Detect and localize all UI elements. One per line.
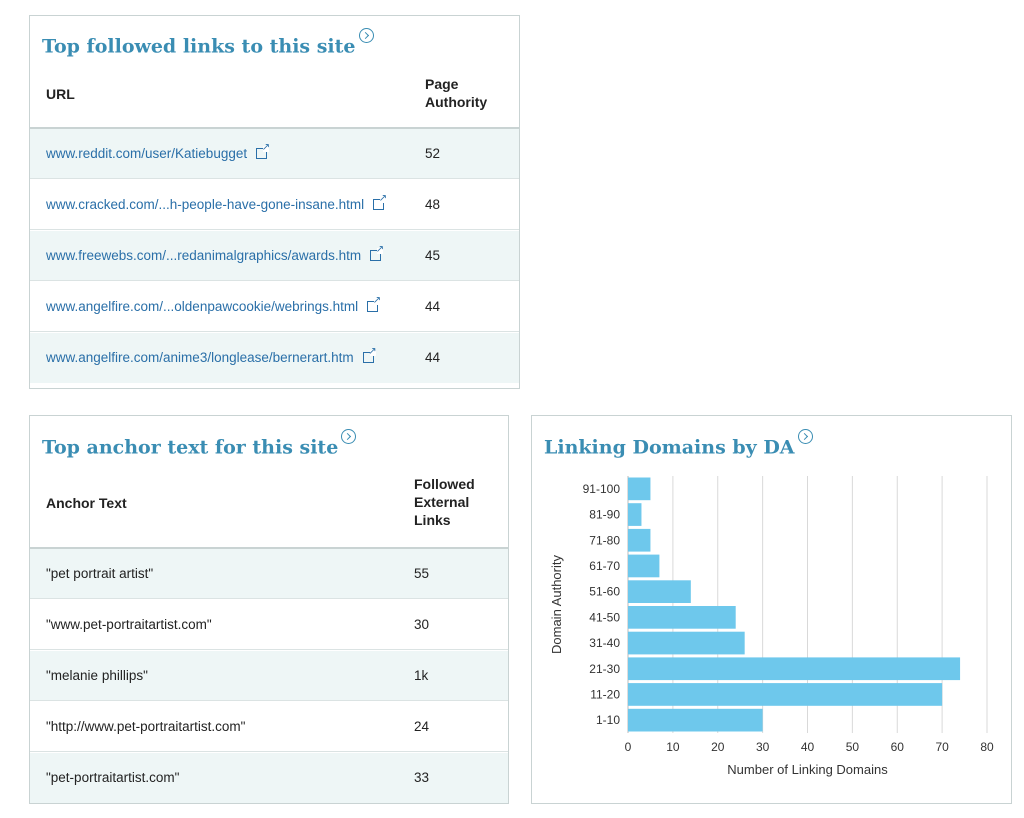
panel-title-text: Top followed links to this site <box>42 35 356 58</box>
table-row: "pet portrait artist" 55 <box>30 549 508 599</box>
top-followed-links-panel: Top followed links to this site URL Page… <box>29 15 520 389</box>
column-header-anchor-text: Anchor Text <box>46 495 127 511</box>
table-row: www.angelfire.com/...oldenpawcookie/webr… <box>30 282 519 332</box>
table-row: www.freewebs.com/...redanimalgraphics/aw… <box>30 231 519 281</box>
external-link-icon[interactable] <box>367 296 381 312</box>
bar <box>628 657 961 681</box>
followed-links-value: 1k <box>414 668 429 683</box>
y-tick-label: 61-70 <box>589 559 620 573</box>
chevron-circle-icon[interactable] <box>797 429 813 444</box>
page-authority-value: 48 <box>425 197 441 212</box>
table-row: "melanie phillips" 1k <box>30 651 508 701</box>
url-link[interactable]: www.angelfire.com/...oldenpawcookie/webr… <box>46 296 381 314</box>
column-header-line: External <box>414 494 470 510</box>
linking-domains-title: Linking Domains by DA <box>544 429 813 459</box>
y-tick-label: 91-100 <box>583 482 621 496</box>
bar <box>628 503 642 526</box>
page-authority-value: 44 <box>425 299 441 314</box>
column-header-line: Links <box>414 512 451 528</box>
bar <box>628 477 651 501</box>
column-header-line: Followed <box>414 476 475 492</box>
followed-links-value: 24 <box>414 719 430 734</box>
column-header-page-authority: Page Authority <box>425 75 487 111</box>
bar <box>628 631 745 655</box>
anchor-text-value: "www.pet-portraitartist.com" <box>46 617 212 632</box>
bar <box>628 528 651 552</box>
table-row: "www.pet-portraitartist.com" 30 <box>30 600 508 650</box>
anchor-text-value: "melanie phillips" <box>46 668 148 683</box>
column-header-line: Authority <box>425 94 488 110</box>
y-tick-label: 31-40 <box>589 636 620 650</box>
y-tick-label: 51-60 <box>589 585 620 599</box>
header-divider <box>30 127 519 129</box>
bar <box>628 580 691 603</box>
y-tick-label: 71-80 <box>589 533 620 547</box>
column-header-followed-external-links: Followed External Links <box>414 475 475 529</box>
followed-links-value: 30 <box>414 617 430 632</box>
x-tick-label: 0 <box>625 740 632 754</box>
anchor-text-value: "pet portrait artist" <box>46 566 154 581</box>
top-anchor-text-title: Top anchor text for this site <box>42 429 357 459</box>
bar <box>628 554 660 578</box>
top-anchor-text-panel: Top anchor text for this site Anchor Tex… <box>29 415 509 804</box>
table-row: "pet-portraitartist.com" 33 <box>30 753 508 803</box>
followed-links-value: 55 <box>414 566 430 581</box>
y-tick-label: 11-20 <box>590 687 620 701</box>
panel-title-text: Linking Domains by DA <box>544 436 795 459</box>
chevron-circle-icon[interactable] <box>341 429 357 444</box>
header-divider <box>30 547 508 549</box>
x-tick-label: 60 <box>891 740 905 754</box>
top-followed-links-title: Top followed links to this site <box>42 28 374 58</box>
chevron-circle-icon[interactable] <box>358 28 374 43</box>
linking-domains-panel: Linking Domains by DA 91-100 81-90 71-80 61… <box>531 415 1012 804</box>
y-axis-title: Domain Authority <box>549 555 564 654</box>
table-row: www.reddit.com/user/Katiebugget 52 <box>30 129 519 179</box>
x-tick-label: 10 <box>666 740 680 754</box>
table-row: www.angelfire.com/anime3/longlease/berne… <box>30 333 519 383</box>
x-tick-label: 20 <box>711 740 725 754</box>
y-tick-label: 1-10 <box>596 713 620 727</box>
url-text[interactable]: www.cracked.com/...h-people-have-gone-in… <box>46 197 365 212</box>
y-tick-label: 81-90 <box>589 508 620 522</box>
x-tick-label: 80 <box>980 740 994 754</box>
external-link-icon[interactable] <box>370 245 384 261</box>
bar <box>628 606 736 629</box>
url-link[interactable]: www.angelfire.com/anime3/longlease/berne… <box>46 347 377 365</box>
url-text[interactable]: www.angelfire.com/anime3/longlease/berne… <box>46 350 354 365</box>
y-tick-label: 21-30 <box>589 662 620 676</box>
page-authority-value: 52 <box>425 146 441 161</box>
x-axis-title: Number of Linking Domains <box>727 762 888 777</box>
y-tick-label: 41-50 <box>589 610 620 624</box>
followed-links-value: 33 <box>414 770 430 785</box>
x-tick-label: 70 <box>935 740 949 754</box>
linking-domains-chart: 91-100 81-90 71-80 61-70 51-60 41-50 31-40 21-3… <box>549 476 994 777</box>
x-tick-label: 40 <box>801 740 815 754</box>
x-tick-label: 50 <box>846 740 860 754</box>
page-authority-value: 44 <box>425 350 441 365</box>
bar <box>628 683 943 706</box>
page-authority-value: 45 <box>425 248 441 263</box>
x-tick-label: 30 <box>756 740 770 754</box>
anchor-text-value: "pet-portraitartist.com" <box>46 770 180 785</box>
url-text[interactable]: www.freewebs.com/...redanimalgraphics/aw… <box>46 248 362 263</box>
url-text[interactable]: www.reddit.com/user/Katiebugget <box>46 146 248 161</box>
table-row: "http://www.pet-portraitartist.com" 24 <box>30 702 508 752</box>
column-header-url: URL <box>46 86 75 102</box>
url-link[interactable]: www.cracked.com/...h-people-have-gone-in… <box>46 194 387 212</box>
column-header-line: Page <box>425 76 459 92</box>
url-text[interactable]: www.angelfire.com/...oldenpawcookie/webr… <box>46 299 359 314</box>
external-link-icon[interactable] <box>256 143 270 159</box>
anchor-text-value: "http://www.pet-portraitartist.com" <box>46 719 246 734</box>
external-link-icon[interactable] <box>362 347 377 363</box>
external-link-icon[interactable] <box>373 194 387 210</box>
url-link[interactable]: www.freewebs.com/...redanimalgraphics/aw… <box>46 245 384 263</box>
table-row: www.cracked.com/...h-people-have-gone-in… <box>30 180 519 230</box>
panel-title-text: Top anchor text for this site <box>42 436 339 459</box>
url-link[interactable]: www.reddit.com/user/Katiebugget <box>46 143 270 161</box>
bar <box>628 708 763 732</box>
